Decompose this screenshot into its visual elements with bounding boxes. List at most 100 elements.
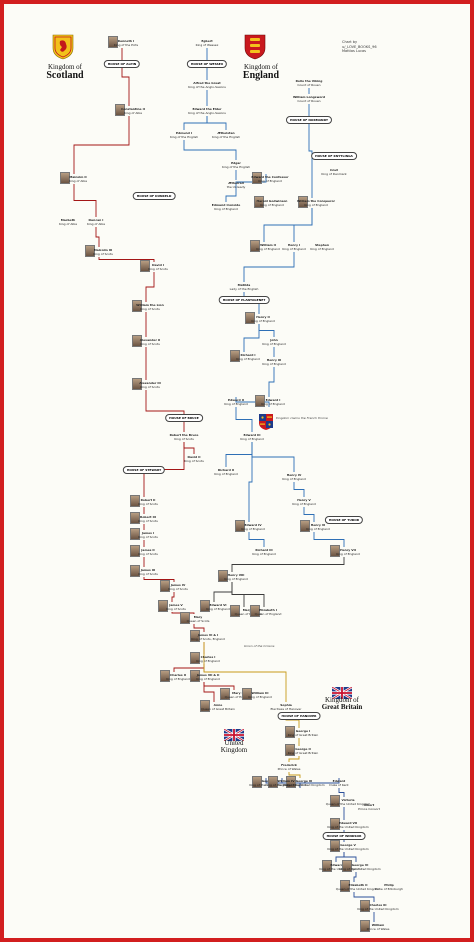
person-title: King of the United Kingdom xyxy=(265,782,307,787)
lineage-link xyxy=(73,184,97,217)
person-name: William the Lion xyxy=(136,303,164,307)
lineage-link xyxy=(243,324,260,352)
person-title: King of England xyxy=(248,694,272,699)
lineage-link xyxy=(225,190,237,202)
portrait-william3 xyxy=(242,688,252,700)
person-name: Richard II xyxy=(217,468,235,472)
person-cnut: Cnut King of Denmark xyxy=(321,168,346,176)
person-name: David II xyxy=(187,455,201,459)
person-name: Mary I xyxy=(242,608,254,612)
person-name: Alfred the Great xyxy=(193,81,221,85)
portrait-james7 xyxy=(190,670,200,682)
person-edward8: Edward VIII King of the United Kingdom xyxy=(319,863,360,871)
portrait-edward4 xyxy=(235,520,245,532)
person-name: Edgar xyxy=(231,161,241,165)
lineage-link xyxy=(235,407,253,432)
lineage-link xyxy=(235,397,270,407)
person-john: John King of England xyxy=(262,338,286,346)
person-title: Prince of Wales xyxy=(366,926,390,931)
person-harold-godwinson: Harold Godwinson King of England xyxy=(257,199,288,207)
person-william1: William the Conqueror King of England xyxy=(296,199,336,207)
person-title: King of the United Kingdom xyxy=(327,846,369,851)
person-name: William the Conqueror xyxy=(296,199,336,203)
person-james2: James II King of Scots xyxy=(138,548,158,556)
person-name: Victoria xyxy=(341,798,355,802)
person-title: King of the Picts xyxy=(113,42,139,47)
portrait-malcolm3 xyxy=(85,245,95,257)
person-richard1: Richard I King of England xyxy=(236,353,260,361)
person-title: King of England xyxy=(306,526,330,531)
person-name: James V xyxy=(169,603,183,607)
house-windsor: HOUSE OF WINDSOR xyxy=(322,832,366,840)
person-name: Edmund Ironside xyxy=(211,203,241,207)
person-title: King of England xyxy=(196,676,220,681)
portrait-robert3 xyxy=(130,512,140,524)
person-matilda: Matilda Lady of the English xyxy=(230,283,259,291)
person-title: King of England xyxy=(292,501,316,506)
person-name: William IV xyxy=(277,779,295,783)
person-name: Macbeth xyxy=(60,218,76,222)
person-title: King of England xyxy=(258,178,282,183)
person-name: James IV xyxy=(170,583,186,587)
person-title: King of England xyxy=(214,206,238,211)
person-title: King of England xyxy=(336,551,360,556)
credit: Chart by u/_LOVE_BOOKS_96 Mattias Lucas xyxy=(342,40,377,54)
person-name: George I xyxy=(295,729,311,733)
person-title: King of Alba xyxy=(123,110,143,115)
person-george1: George I King of Great Britain xyxy=(288,729,319,737)
person-name: Frederick xyxy=(281,763,297,767)
lineage-link xyxy=(258,324,275,337)
lineage-link xyxy=(143,577,175,582)
person-name: Edward I xyxy=(265,398,281,402)
person-victoria: Victoria Queen of the United Kingdom xyxy=(325,798,371,806)
person-name: Edward VII xyxy=(338,821,358,825)
uk-title-line2: Kingdom xyxy=(220,746,248,755)
person-james3: James III King of Scots xyxy=(138,568,158,576)
portrait-william-wales xyxy=(360,920,370,932)
person-name: Edward the Confessor xyxy=(251,175,289,179)
person-name: Philip xyxy=(384,883,394,887)
lineage-link xyxy=(343,852,357,862)
person-alexander2: Alexander II King of Scots xyxy=(140,338,160,346)
person-name: Henry VIII xyxy=(227,573,245,577)
house-knytlinga: HOUSE OF KNYTLINGA xyxy=(311,152,357,160)
person-edward-kent: Edward Duke of Kent xyxy=(329,779,348,787)
portrait-george5 xyxy=(330,840,340,852)
person-name: Albert xyxy=(363,803,375,807)
lineage-link xyxy=(308,104,313,198)
person-title: King of Scots xyxy=(138,518,158,523)
portrait-edward-confessor xyxy=(252,172,262,184)
person-name: James VII & II xyxy=(196,673,220,677)
person-name: Rollo the Viking xyxy=(295,79,323,83)
person-name: Matilda xyxy=(237,283,251,287)
lineage-link xyxy=(288,772,301,778)
portrait-richard1 xyxy=(230,350,240,362)
person-title: King of England xyxy=(214,471,238,476)
person-name: Robert III xyxy=(140,515,156,519)
house-bruce: HOUSE OF BRUCE xyxy=(165,414,203,422)
person-james7: James VII & II King of England xyxy=(196,673,220,681)
person-title: King of England xyxy=(224,576,248,581)
person-george2: George II King of Great Britain xyxy=(288,747,319,755)
person-edward7: Edward VII King of the United Kingdom xyxy=(327,821,368,829)
person-name: James III xyxy=(140,568,156,572)
person-alexander3: Alexander III King of Scots xyxy=(139,381,161,389)
gb-title-line2: Great Britain xyxy=(321,703,363,712)
person-name: Edward II xyxy=(228,398,244,402)
person-title: King of the United Kingdom xyxy=(339,866,381,871)
lineage-link xyxy=(231,557,345,572)
person-name: George III xyxy=(295,779,313,783)
person-name: Malcolm II xyxy=(69,175,87,179)
person-william-wales: William Prince of Wales xyxy=(366,923,390,931)
person-title: King of Scots xyxy=(138,534,158,539)
person-title: Queen of the United Kingdom xyxy=(325,801,371,806)
person-name: Henry II xyxy=(256,315,270,319)
person-title: King of Scots xyxy=(184,458,204,463)
person-name: Edward VI xyxy=(209,603,227,607)
portrait-henry2 xyxy=(245,312,255,324)
person-title: Queen of Great Britain xyxy=(201,706,235,711)
person-name: George V xyxy=(340,843,356,847)
person-title: King of England xyxy=(260,202,284,207)
person-title: King of England xyxy=(240,436,264,441)
person-name: Edward the Elder xyxy=(192,107,222,111)
